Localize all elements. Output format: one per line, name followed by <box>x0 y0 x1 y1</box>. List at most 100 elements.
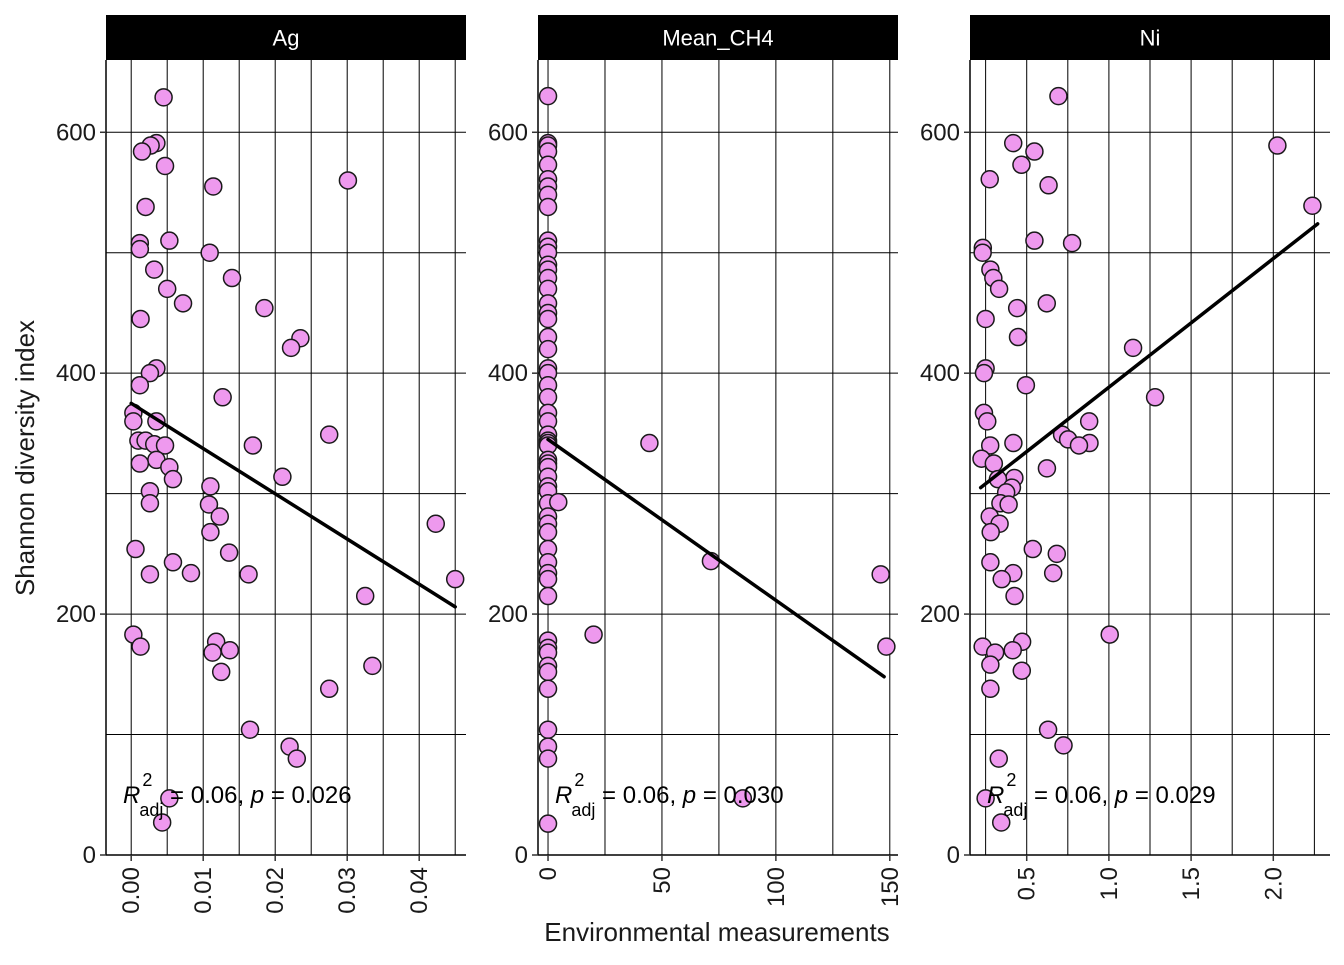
x-tick-label: 100 <box>763 867 790 907</box>
data-point <box>1025 231 1044 250</box>
data-point <box>1079 412 1099 431</box>
data-point <box>1004 433 1023 453</box>
data-point <box>201 522 220 542</box>
y-tick-label: 0 <box>947 842 960 869</box>
data-point <box>132 142 152 161</box>
y-tick-label: 600 <box>56 119 96 146</box>
data-point <box>1023 539 1043 559</box>
data-point <box>871 565 890 584</box>
data-point <box>281 338 301 358</box>
x-tick-label: 1.5 <box>1178 867 1205 900</box>
data-point <box>140 363 160 383</box>
x-tick-label: 50 <box>649 867 676 894</box>
data-point <box>981 679 1000 699</box>
y-tick-label: 600 <box>920 119 960 146</box>
stat-annotation: R2 adj = 0.06, p = 0.029 <box>987 770 1216 820</box>
x-tick-label: 0.00 <box>118 867 145 914</box>
data-point <box>222 268 242 288</box>
data-point <box>981 655 1000 674</box>
data-point <box>243 436 263 455</box>
facet-strip <box>538 15 898 60</box>
data-point <box>978 412 997 431</box>
data-point <box>157 279 177 299</box>
facet-strip-label: Ni <box>1140 26 1161 51</box>
x-axis-title: Environmental measurements <box>544 917 889 947</box>
x-tick-label: 0.02 <box>262 867 289 914</box>
data-point <box>1003 640 1022 660</box>
data-point <box>538 388 558 407</box>
grid-lines <box>970 60 1330 856</box>
facet-strip <box>970 15 1330 60</box>
data-point <box>999 495 1018 514</box>
data-point <box>200 243 219 262</box>
data-point <box>973 243 992 262</box>
y-tick-label: 400 <box>56 360 96 387</box>
y-tick-label: 400 <box>920 360 960 387</box>
data-point <box>1043 563 1063 583</box>
grid-lines <box>538 60 898 856</box>
data-point <box>989 749 1009 768</box>
data-point <box>538 586 558 606</box>
x-tick-label: 0.03 <box>334 867 361 914</box>
data-point <box>733 789 753 808</box>
data-point <box>160 789 179 808</box>
data-point <box>140 494 160 513</box>
data-point <box>319 679 339 699</box>
y-tick-label: 200 <box>56 601 96 628</box>
data-point <box>1100 625 1119 644</box>
data-point <box>239 565 258 584</box>
data-point <box>220 640 240 660</box>
data-point <box>538 86 558 106</box>
regression-line <box>546 437 886 679</box>
data-point <box>287 749 307 768</box>
data-point <box>538 720 558 739</box>
data-point <box>640 433 659 453</box>
data-point <box>1049 86 1068 106</box>
data-point <box>980 436 1000 455</box>
data-point <box>584 625 603 644</box>
data-point <box>210 507 230 526</box>
data-point <box>981 553 1000 572</box>
x-tick-label: 0.01 <box>190 867 217 914</box>
stat-annotation: R2 adj = 0.06, p = 0.030 <box>555 770 784 820</box>
y-axis-title: Shannon diversity index <box>10 320 40 596</box>
data-point <box>144 260 164 279</box>
facet-strip-label: Mean_CH4 <box>662 26 773 51</box>
data-point <box>1025 142 1044 161</box>
x-tick-label: 2.0 <box>1260 867 1287 900</box>
data-point <box>1145 388 1165 407</box>
x-tick-label: 150 <box>877 867 904 907</box>
data-point <box>1268 136 1287 155</box>
facet-strip-label: Ag <box>273 26 300 51</box>
data-point <box>974 363 994 383</box>
data-point <box>1003 133 1023 153</box>
data-point <box>155 436 175 455</box>
data-point <box>980 170 999 189</box>
data-point <box>355 586 375 606</box>
data-point <box>219 543 239 562</box>
y-tick-label: 0 <box>515 842 528 869</box>
y-tick-label: 600 <box>488 119 528 146</box>
data-point <box>1069 436 1089 455</box>
data-point <box>124 412 143 431</box>
data-point <box>213 388 232 407</box>
data-point <box>363 656 382 676</box>
data-points <box>124 88 465 832</box>
data-point <box>203 643 222 662</box>
data-point <box>338 171 358 190</box>
data-point <box>538 662 558 682</box>
data-point <box>538 309 558 329</box>
data-point <box>1037 294 1057 313</box>
data-point <box>976 309 995 329</box>
x-tick-label: 0.5 <box>1014 867 1041 900</box>
data-point <box>549 492 568 512</box>
data-point <box>273 467 292 487</box>
data-point <box>1047 544 1067 564</box>
data-point <box>1039 176 1058 195</box>
data-point <box>989 279 1009 299</box>
data-point <box>877 637 896 656</box>
regression-line <box>129 401 457 609</box>
data-point <box>201 477 220 496</box>
